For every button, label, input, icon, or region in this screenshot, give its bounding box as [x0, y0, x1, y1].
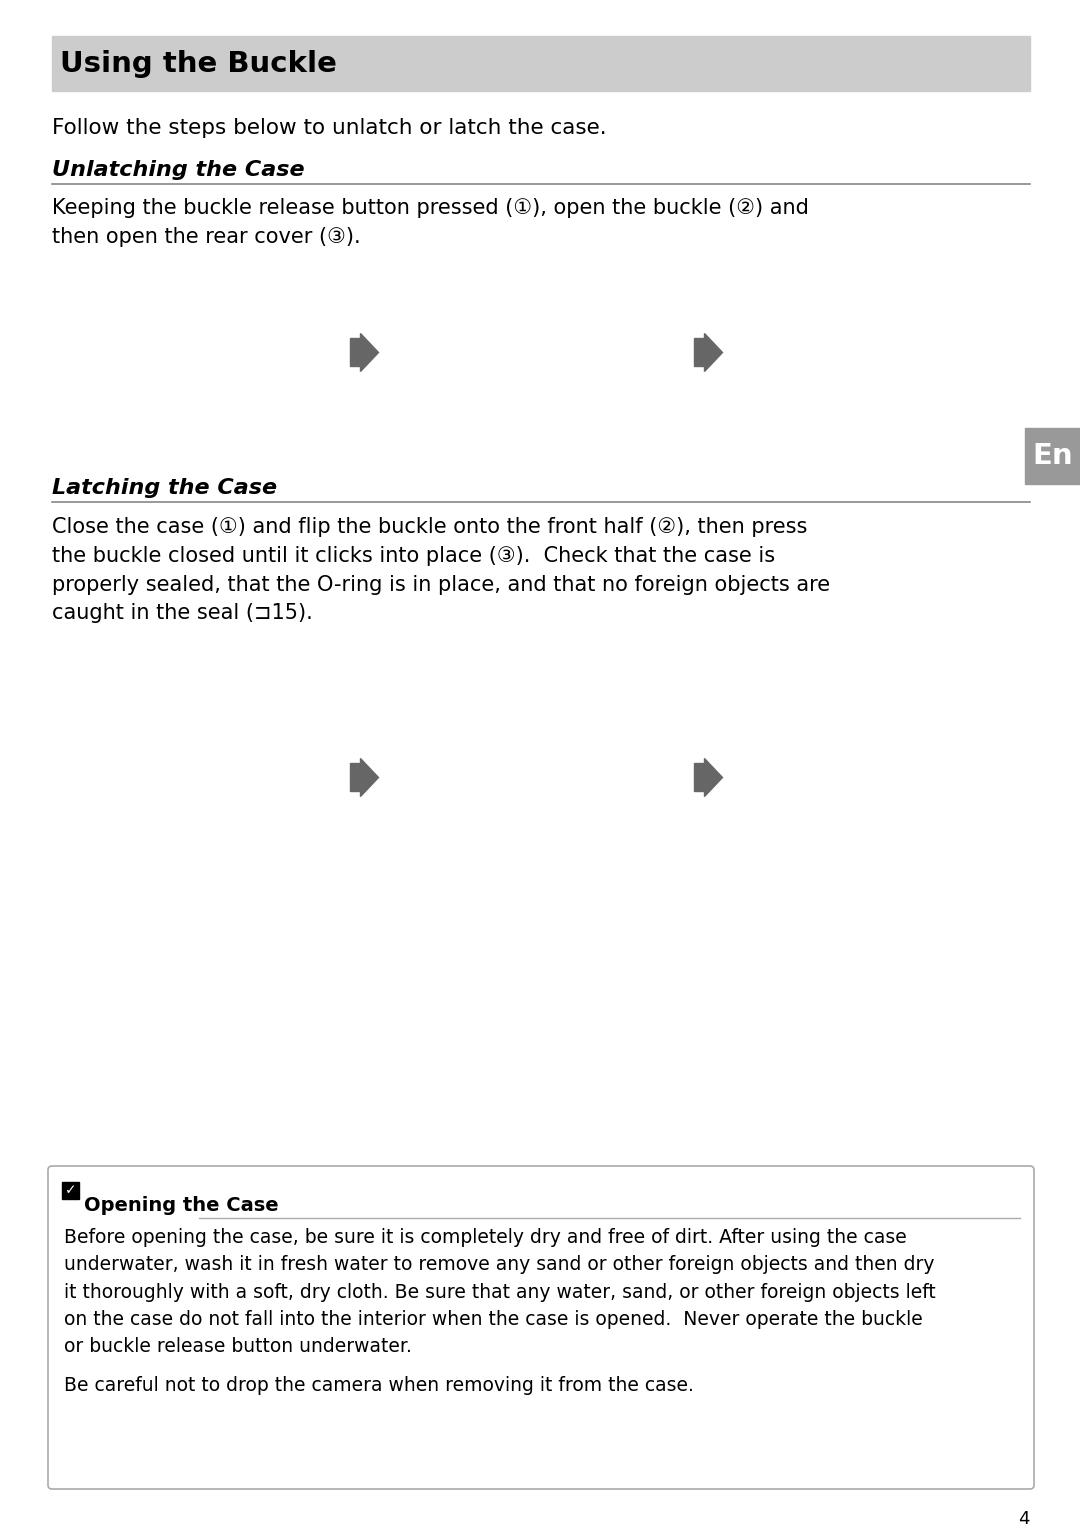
Bar: [740, 255, 1029, 450]
Text: 4: 4: [1018, 1510, 1030, 1527]
Text: Unlatching the Case: Unlatching the Case: [52, 160, 305, 180]
Text: Using the Buckle: Using the Buckle: [60, 51, 337, 78]
Bar: [62, 1182, 79, 1199]
Bar: [740, 680, 1029, 875]
Bar: [1025, 428, 1080, 484]
Text: Before opening the case, be sure it is completely dry and free of dirt. After us: Before opening the case, be sure it is c…: [64, 1228, 935, 1355]
Text: Be careful not to drop the camera when removing it from the case.: Be careful not to drop the camera when r…: [64, 1375, 693, 1395]
Bar: [52, 680, 341, 875]
Text: Follow the steps below to unlatch or latch the case.: Follow the steps below to unlatch or lat…: [52, 118, 607, 138]
Text: Latching the Case: Latching the Case: [52, 477, 278, 497]
Bar: [52, 255, 341, 450]
Text: En: En: [1032, 442, 1072, 470]
FancyArrow shape: [694, 758, 723, 797]
Text: Opening the Case: Opening the Case: [84, 1196, 279, 1216]
FancyArrow shape: [351, 758, 378, 797]
FancyArrow shape: [694, 333, 723, 371]
FancyBboxPatch shape: [48, 1167, 1034, 1489]
Text: ✓: ✓: [65, 1183, 77, 1197]
FancyArrow shape: [351, 333, 378, 371]
Bar: [396, 680, 685, 875]
Text: Close the case (①) and flip the buckle onto the front half (②), then press
the b: Close the case (①) and flip the buckle o…: [52, 517, 831, 623]
Bar: [396, 255, 685, 450]
Text: Keeping the buckle release button pressed (①), open the buckle (②) and
then open: Keeping the buckle release button presse…: [52, 198, 809, 247]
Bar: [52, 35, 1030, 91]
